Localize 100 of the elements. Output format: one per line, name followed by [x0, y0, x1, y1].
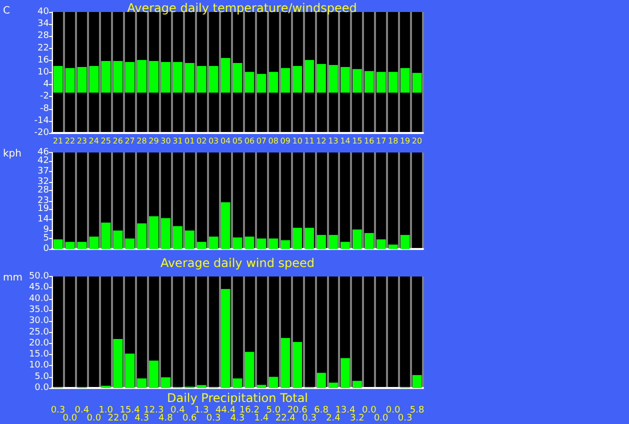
bar	[220, 58, 230, 93]
x-tick-label: 13	[328, 136, 338, 146]
bar	[232, 237, 242, 249]
bar	[364, 233, 374, 249]
x-tick-label: 14	[340, 136, 350, 146]
y-tick-label: 5.0	[34, 372, 50, 382]
x-tick-label: 28	[136, 136, 147, 146]
y-tick-label: 37	[38, 166, 49, 176]
y-tick-label: 16	[38, 55, 50, 66]
bar	[149, 61, 158, 93]
bar	[280, 338, 290, 388]
y-tick-label: 40	[38, 7, 50, 17]
bar	[328, 234, 338, 249]
bar	[256, 238, 266, 249]
data-label: 0.0	[374, 414, 389, 424]
bar	[304, 228, 314, 249]
bar	[77, 242, 87, 249]
y-tick-label: 5	[43, 234, 49, 244]
bar	[89, 66, 99, 93]
bar	[125, 354, 134, 388]
x-tick-label: 21	[52, 136, 64, 146]
y-tick-label: 9	[43, 225, 50, 236]
bar	[53, 239, 63, 249]
bar	[232, 63, 242, 93]
x-tick-label: 31	[172, 136, 183, 146]
y-tick-label: 32	[38, 176, 49, 187]
y-tick-label: -14	[34, 116, 50, 126]
bar	[364, 71, 374, 93]
y-tick-label: 20.0	[28, 338, 50, 348]
bar	[220, 202, 230, 249]
x-axis-title: Average daily wind speed	[160, 256, 315, 270]
bar	[268, 376, 278, 388]
x-tick-label: 15	[352, 136, 362, 146]
y-tick-label: 45.0	[28, 282, 50, 293]
y-tick-label: 22	[38, 43, 49, 54]
bar	[244, 352, 254, 388]
data-label: 3.2	[350, 414, 364, 424]
bar	[340, 358, 350, 388]
y-axis-title: mm	[3, 272, 22, 284]
bar	[125, 238, 134, 249]
y-axis-title: kph	[3, 148, 22, 160]
data-label: 4.3	[230, 414, 245, 424]
y-tick-label: -8	[40, 104, 50, 114]
data-label: 2.4	[326, 414, 341, 424]
y-tick-label: 0	[43, 244, 50, 254]
bar	[292, 342, 302, 388]
bar	[244, 236, 254, 249]
bar	[196, 242, 206, 249]
bar	[400, 234, 410, 249]
x-tick-label: 07	[256, 136, 267, 146]
bar	[400, 68, 410, 93]
bar	[280, 240, 290, 249]
bar	[208, 66, 218, 93]
bar	[184, 230, 194, 249]
x-tick-label: 04	[220, 136, 231, 146]
bar	[220, 288, 230, 388]
bar	[161, 62, 170, 93]
bar	[280, 68, 290, 93]
y-tick-label: 15.0	[28, 350, 50, 360]
bar	[352, 69, 362, 93]
data-label: 6.8	[314, 406, 329, 416]
bar	[292, 66, 302, 93]
data-label: 1.3	[194, 406, 209, 416]
x-tick-label: 22	[64, 136, 76, 146]
bar	[232, 378, 242, 388]
x-tick-label: 09	[280, 136, 290, 146]
bar	[161, 377, 170, 388]
y-tick-label: 40.0	[28, 294, 50, 304]
bar	[208, 236, 218, 249]
bar	[89, 236, 99, 249]
x-tick-label: 30	[160, 136, 171, 146]
x-tick-label: 01	[184, 136, 195, 146]
data-label: 15.4	[120, 406, 140, 416]
bar	[388, 244, 398, 249]
x-tick-label: 06	[244, 136, 255, 146]
x-tick-label: 17	[376, 136, 386, 146]
bar	[113, 61, 122, 93]
x-tick-label: 18	[388, 136, 398, 146]
data-label: 1.4	[254, 414, 269, 424]
data-label: 0.0	[86, 414, 102, 424]
bar	[65, 68, 75, 93]
bar	[137, 223, 146, 249]
bar	[196, 385, 206, 388]
data-label: 0.0	[62, 414, 78, 424]
bar	[65, 242, 75, 249]
bar	[328, 65, 338, 93]
x-axis-title: Daily Precipitation Total	[166, 391, 308, 405]
x-tick-label: 25	[100, 136, 111, 146]
bar	[77, 67, 87, 93]
bar	[316, 64, 326, 93]
y-tick-label: 23	[38, 196, 49, 206]
bar	[101, 222, 111, 249]
bar	[304, 60, 314, 93]
x-tick-label: 05	[232, 136, 243, 146]
x-tick-label: 19	[400, 136, 410, 146]
bar	[172, 226, 182, 249]
y-tick-label: 46	[38, 148, 50, 158]
data-label: 22.4	[275, 414, 296, 424]
data-label: 5.8	[410, 406, 424, 416]
data-label: 4.8	[158, 414, 174, 424]
